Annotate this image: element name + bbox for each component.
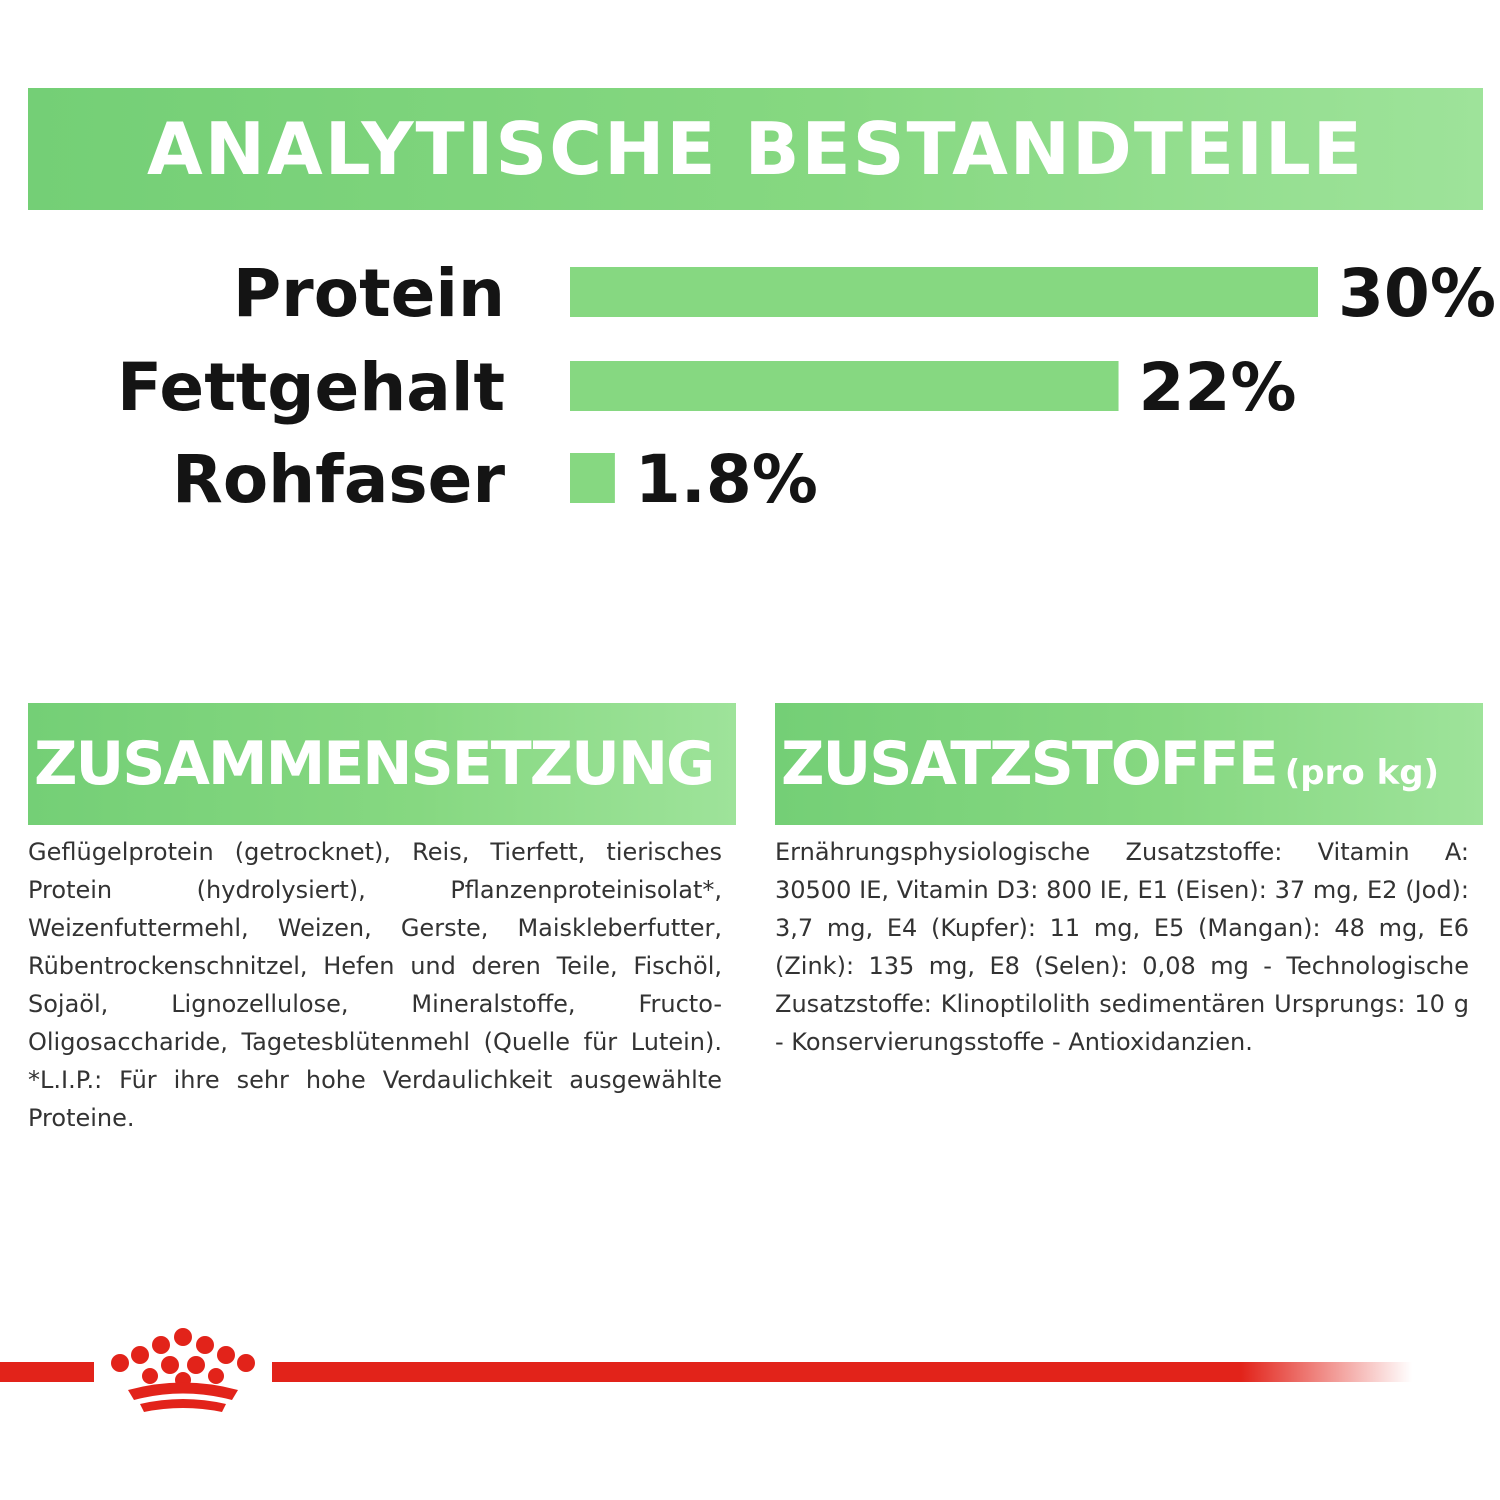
additives-heading-suffix: (pro kg) — [1284, 753, 1440, 793]
composition-banner: ZUSAMMENSETZUNG — [28, 703, 736, 825]
bar-value-protein: 30% — [1338, 255, 1496, 332]
brand-line-right — [272, 1362, 1412, 1382]
bar-label-rohfaser: Rohfaser — [172, 441, 505, 518]
bar-rohfaser — [570, 453, 615, 503]
crown-icon — [111, 1328, 255, 1412]
analysis-title: ANALYTISCHE BESTANDTEILE — [147, 107, 1364, 191]
analysis-banner: ANALYTISCHE BESTANDTEILE — [28, 88, 1483, 210]
brand-line-left — [0, 1362, 94, 1382]
bar-label-protein: Protein — [233, 255, 505, 332]
bar-value-fettgehalt: 22% — [1139, 349, 1297, 426]
brand-footer — [0, 1328, 1412, 1412]
additives-text: Ernährungsphysiologische Zusatzstoffe: V… — [775, 838, 1469, 1056]
bar-value-rohfaser: 1.8% — [635, 441, 818, 518]
nutrient-bar-chart: Protein 30% Fettgehalt 22% Rohfaser 1.8% — [117, 255, 1496, 518]
bar-fettgehalt — [570, 361, 1119, 411]
bar-label-fettgehalt: Fettgehalt — [117, 349, 505, 426]
bar-protein — [570, 267, 1318, 317]
composition-text: Geflügelprotein (getrocknet), Reis, Tier… — [28, 838, 722, 1132]
composition-heading: ZUSAMMENSETZUNG — [34, 729, 715, 799]
additives-heading: ZUSATZSTOFFE — [781, 729, 1279, 799]
additives-banner: ZUSATZSTOFFE (pro kg) — [775, 703, 1483, 825]
